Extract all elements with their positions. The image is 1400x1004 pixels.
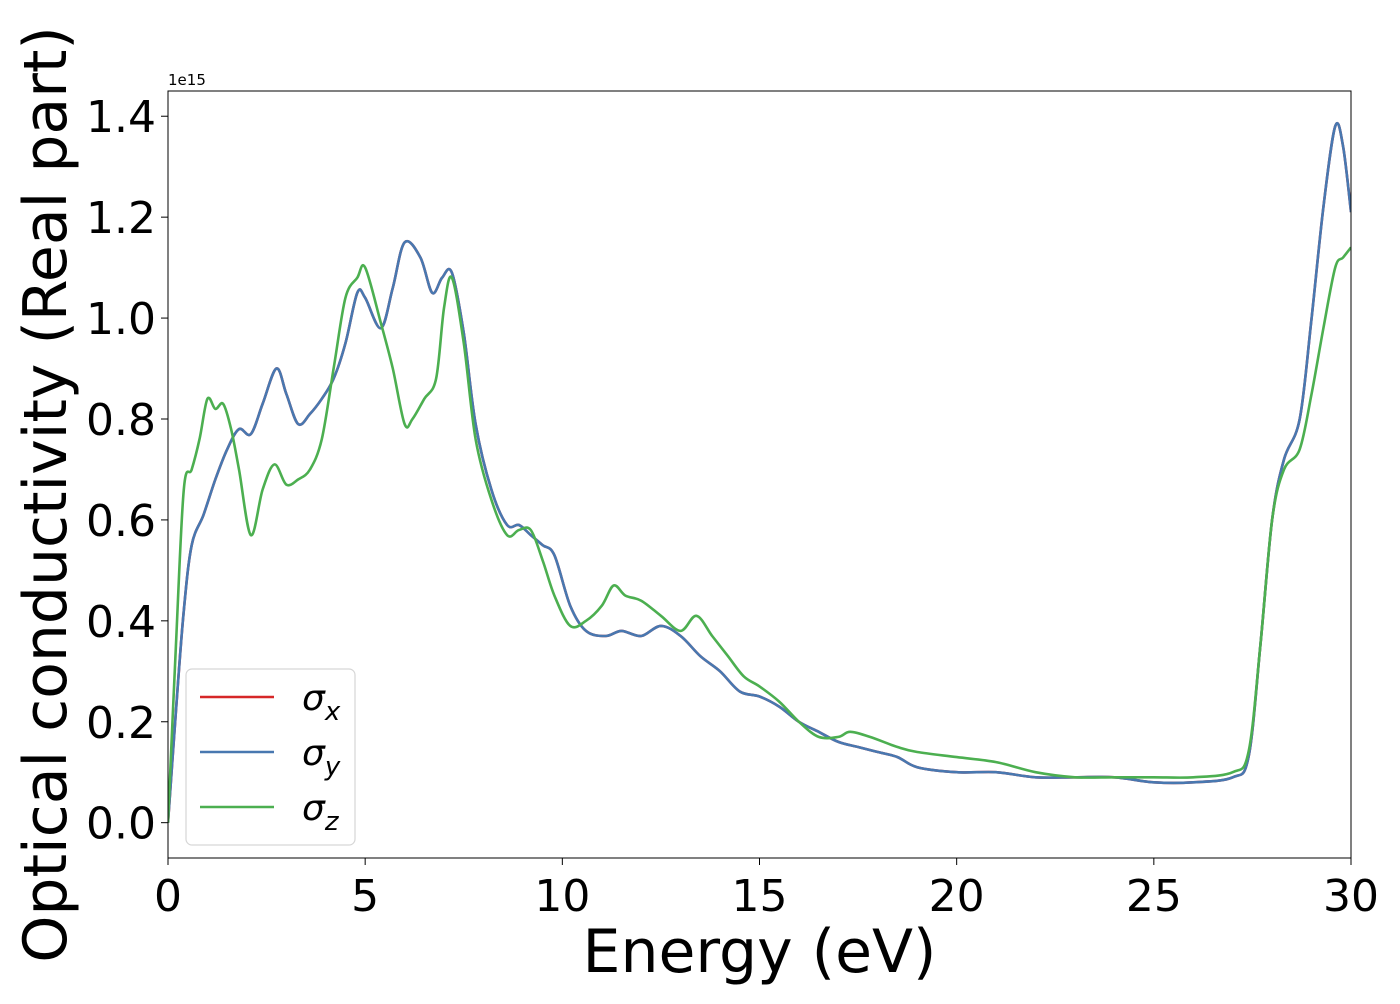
y-tick-label: 0.4 bbox=[86, 597, 156, 648]
x-tick-label: 15 bbox=[732, 871, 788, 922]
x-tick-label: 5 bbox=[351, 871, 379, 922]
y-axis-offset-text: 1e15 bbox=[168, 71, 206, 89]
y-axis-title: Optical conductivity (Real part) bbox=[11, 26, 81, 963]
legend-label-z: σz bbox=[302, 788, 340, 837]
y-axis-ticks: 0.0 0.2 0.4 0.6 0.8 1.0 1.2 1.4 bbox=[86, 92, 168, 850]
y-tick-label: 1.4 bbox=[86, 92, 156, 143]
x-tick-label: 10 bbox=[534, 871, 590, 922]
y-tick-label: 0.0 bbox=[86, 799, 156, 850]
series-line-z bbox=[168, 246, 1351, 823]
y-tick-label: 0.8 bbox=[86, 395, 156, 446]
x-tick-label: 25 bbox=[1126, 871, 1182, 922]
legend-label-x: σx bbox=[302, 678, 341, 727]
x-tick-label: 30 bbox=[1323, 871, 1379, 922]
x-tick-label: 0 bbox=[154, 871, 182, 922]
y-tick-label: 0.6 bbox=[86, 496, 156, 547]
x-axis-title: Energy (eV) bbox=[583, 917, 937, 987]
legend: σx σy σz bbox=[185, 668, 356, 846]
x-axis-ticks: 0 5 10 15 20 25 30 bbox=[154, 858, 1379, 922]
y-tick-label: 1.2 bbox=[86, 193, 156, 244]
y-tick-label: 0.2 bbox=[86, 698, 156, 749]
series-line-y bbox=[168, 121, 1351, 823]
legend-box bbox=[185, 668, 356, 846]
x-tick-label: 20 bbox=[929, 871, 985, 922]
series-layer bbox=[168, 121, 1351, 823]
legend-label-y: σy bbox=[302, 733, 341, 782]
y-tick-label: 1.0 bbox=[86, 294, 156, 345]
